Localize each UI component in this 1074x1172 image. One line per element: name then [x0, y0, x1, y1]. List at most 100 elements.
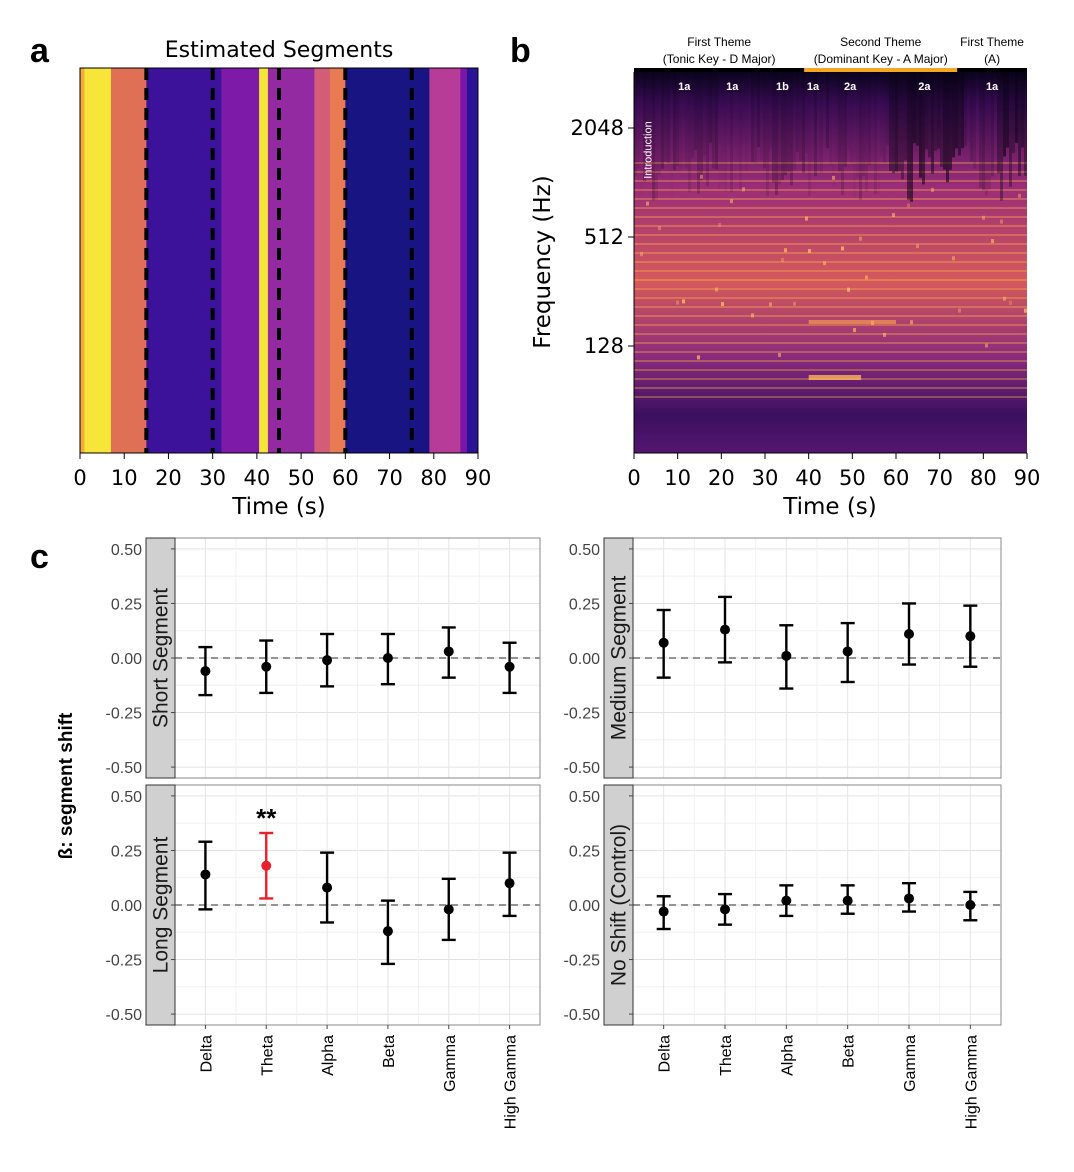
x-tick-label: Gamma: [902, 1035, 919, 1092]
spectrogram-bright-bin: [847, 287, 850, 292]
spectrogram-dark-column: [823, 72, 826, 146]
spectrogram-dark-column: [907, 72, 910, 200]
data-point: [904, 629, 914, 639]
section-label-introduction: Introduction: [642, 121, 654, 178]
spectrogram-dark-column: [658, 72, 661, 176]
segment-band: [80, 68, 85, 453]
spectrogram-dark-column: [679, 72, 682, 170]
spectrogram-dark-column: [904, 72, 907, 161]
y-tick-label: 0.00: [569, 651, 600, 668]
spectrogram-bright-bin: [805, 216, 808, 221]
spectrogram-dark-column: [916, 72, 919, 146]
spectrogram-dark-column: [856, 72, 859, 178]
x-tick-label: Beta: [841, 1035, 858, 1068]
facet-panel: Short Segment -0.50 -0.25 0.00 0.25 0.50: [106, 537, 541, 779]
spectrogram-dark-column: [685, 72, 688, 169]
x-tick-label: Theta: [718, 1035, 735, 1076]
data-point: [261, 860, 272, 871]
spectrogram-dark-column: [889, 72, 892, 171]
section-label: 1a: [726, 81, 739, 93]
spectrogram-dark-column: [868, 72, 871, 166]
spectrogram-dark-column: [778, 72, 781, 185]
spectrogram-dark-column: [805, 72, 808, 154]
spectrogram-dark-column: [775, 72, 778, 196]
spectrogram-dark-column: [673, 72, 676, 171]
spectrogram-columns: [634, 72, 1027, 380]
y-tick-label: 0.50: [111, 789, 142, 806]
spectrogram-bright-bin: [892, 213, 895, 218]
facet-strip-label: Long Segment: [150, 837, 173, 974]
spectrogram-bright-bin: [742, 187, 745, 192]
panel-b-x-label: Time (s): [782, 494, 877, 520]
spectrogram-dark-column: [826, 72, 829, 149]
y-tick-label: 0.00: [569, 898, 600, 915]
spectrogram-dark-column: [1024, 72, 1027, 176]
y-tick-label: 0.50: [569, 542, 600, 559]
x-tick-label: 30: [199, 466, 226, 490]
spectrogram-dark-column: [652, 72, 655, 201]
data-point: [781, 895, 792, 906]
spectrogram-dark-column: [934, 72, 937, 151]
spectrogram-dark-column: [985, 72, 988, 197]
spectrogram-dark-column: [901, 72, 904, 180]
spectrogram-dark-column: [661, 72, 664, 169]
spectrogram-dark-column: [814, 72, 817, 177]
panel-a-frame: [79, 67, 479, 454]
spectrogram-dark-column: [850, 72, 853, 164]
data-point: [261, 661, 272, 672]
segment-band: [466, 68, 479, 453]
spectrogram-dark-column: [646, 72, 649, 157]
x-tick-label: 90: [465, 466, 492, 490]
spectrogram-dark-column: [958, 72, 961, 156]
spectrogram-dark-column: [670, 72, 673, 198]
spectrogram-dark-column: [751, 72, 754, 163]
spectrogram-dark-column: [802, 72, 805, 173]
x-tick-label: Theta: [259, 1035, 276, 1076]
spectrogram-dark-column: [928, 72, 931, 158]
spectrogram-dark-column: [820, 72, 823, 173]
spectrogram-dark-column: [883, 72, 886, 163]
spectrogram-dark-column: [919, 72, 922, 178]
data-point: [965, 900, 976, 910]
y-tick-label: -0.50: [564, 760, 601, 777]
facet-strip: [603, 537, 634, 779]
panel-c-y-label: ß: segment shift: [56, 712, 77, 859]
x-tick-label: 80: [970, 466, 997, 490]
theme-bar: [634, 68, 805, 72]
spectrogram-dark-column: [694, 72, 697, 150]
spectrogram-dark-column: [769, 72, 772, 150]
spectrogram-dark-column: [688, 72, 691, 193]
spectrogram-dark-column: [772, 72, 775, 183]
section-label: 2a: [918, 81, 931, 93]
spectrogram-dark-column: [967, 72, 970, 143]
spectrogram-dark-column: [892, 72, 895, 174]
x-tick-label: Beta: [381, 1035, 398, 1068]
spectrogram-dark-column: [853, 72, 856, 198]
segment-band: [429, 68, 461, 453]
spectrogram-dark-column: [988, 72, 991, 190]
spectrogram-bright-bin: [808, 249, 811, 254]
data-point: [382, 653, 393, 663]
y-tick-label: -0.25: [564, 706, 601, 723]
data-point: [504, 661, 515, 672]
spectrogram-dark-column: [913, 72, 916, 144]
spectrogram-bright-bin: [916, 244, 919, 249]
y-tick-label: 0.00: [111, 651, 142, 668]
theme-bar: [804, 68, 958, 72]
spectrogram-bright-bin: [718, 222, 721, 227]
spectrogram: [634, 72, 1027, 453]
x-tick-label: 60: [883, 466, 910, 490]
x-tick-label: 10: [111, 466, 138, 490]
panel-a-title: Estimated Segments: [165, 38, 394, 63]
spectrogram-bright-bin: [991, 239, 994, 244]
y-tick-label: -0.25: [106, 706, 143, 723]
spectrogram-bright-bin: [883, 332, 886, 337]
spectrogram-dark-column: [760, 72, 763, 161]
spectrogram-dark-column: [811, 72, 814, 163]
spectrogram-dark-column: [844, 72, 847, 167]
segment-band: [221, 68, 260, 453]
spectrogram-dark-column: [1000, 72, 1003, 201]
spectrogram-dark-column: [808, 72, 811, 197]
spectrogram-dark-column: [847, 72, 850, 151]
segment-band: [110, 68, 147, 453]
